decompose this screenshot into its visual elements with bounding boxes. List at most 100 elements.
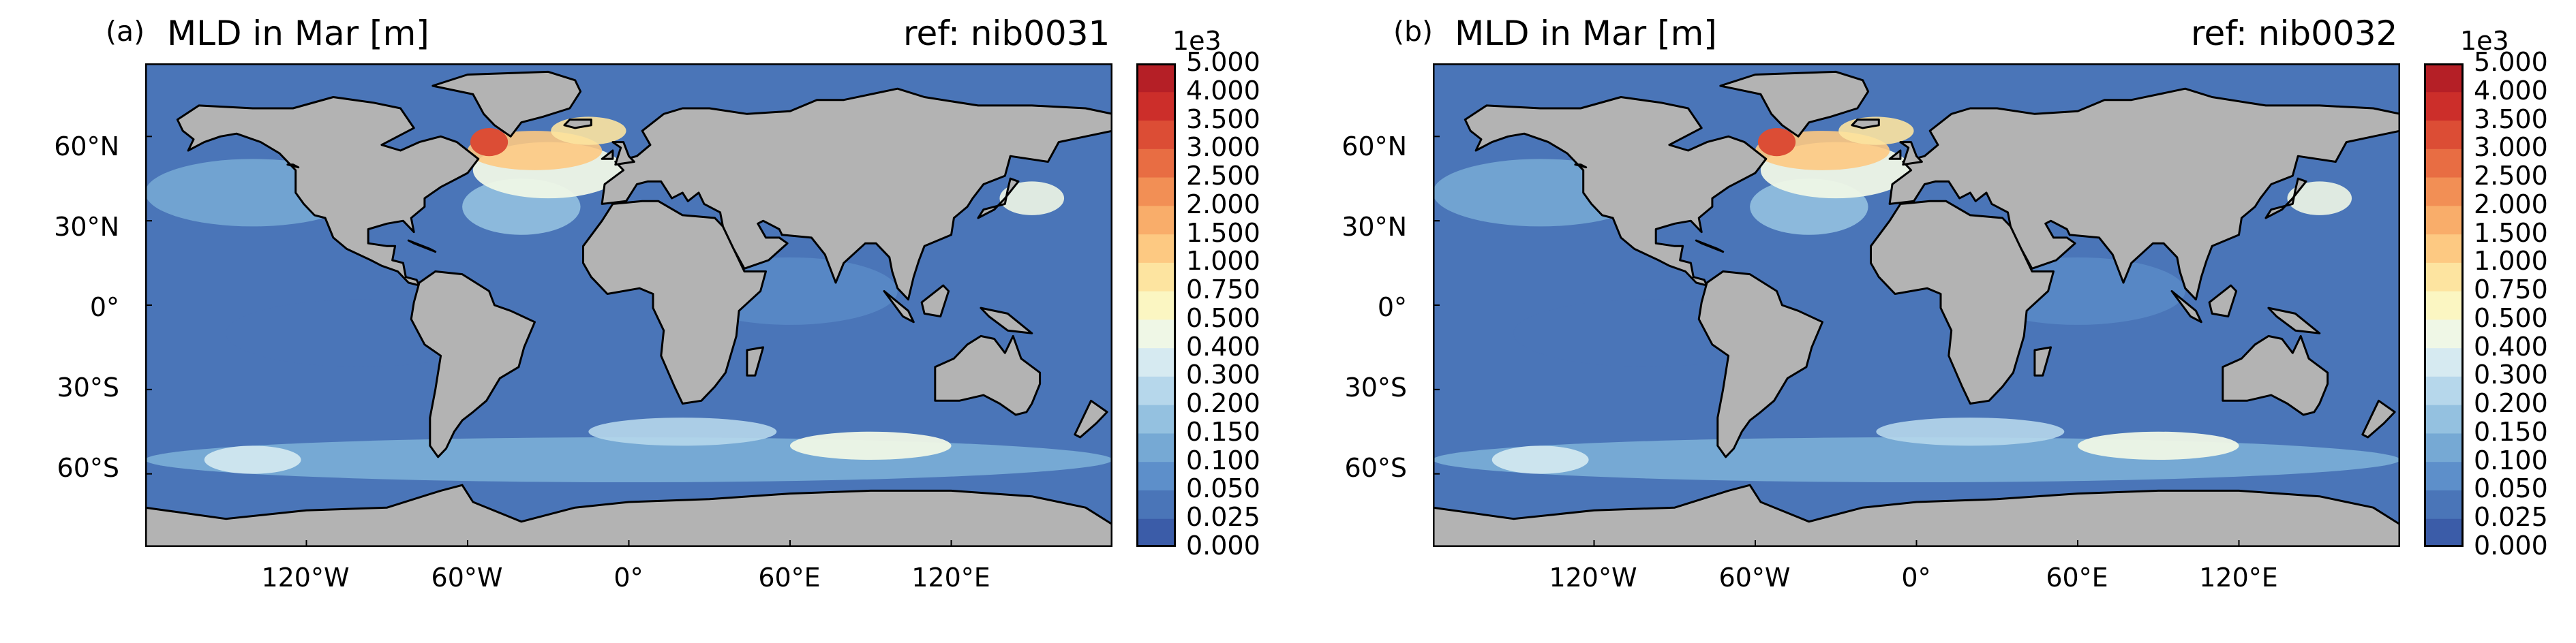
colorbar-tick-label: 4.000 [2474,75,2548,106]
colorbar-tick-label: 0.050 [1186,473,1260,504]
colorbar-band [1136,234,1176,263]
colorbar-tick-label: 3.500 [1186,104,1260,134]
colorbar-tick-label: 0.025 [1186,502,1260,533]
lat-label: 60°S [57,453,119,483]
colorbar-band [2424,433,2464,462]
colorbar-band [1136,319,1176,349]
colorbar-tick-label: 1.500 [1186,217,1260,248]
colorbar-band [2424,148,2464,178]
colorbar-tick-label: 2.000 [1186,189,1260,219]
colorbar-tick-label: 0.400 [2474,331,2548,362]
mld-contour-region [790,431,952,460]
mld-contour-region [588,418,777,446]
colorbar-tick-label: 2.500 [2474,161,2548,191]
land-mass [2033,346,2052,377]
land-mass [2267,307,2321,334]
land-mass [2361,399,2396,439]
colorbar-tick-label: 0.300 [1186,360,1260,390]
panel-ref: ref: nib0032 [2191,14,2398,53]
colorbar-band [2424,234,2464,263]
colorbar-tick-label: 0.200 [2474,388,2548,419]
lon-label: 120°E [2199,563,2278,593]
mld-contour-region [999,181,1065,215]
colorbar-tick-label: 0.500 [1186,302,1260,333]
land-mass [145,484,1112,547]
colorbar-tick-label: 3.000 [2474,132,2548,163]
lon-label: 60°E [758,563,821,593]
colorbar [1136,63,1176,548]
colorbar-band [1136,461,1176,490]
mld-contour-region [1757,127,1796,157]
lon-label: 120°W [261,563,350,593]
colorbar-band [2424,376,2464,405]
land-mass [934,334,1042,416]
colorbar-tick-label: 0.025 [2474,502,2548,533]
colorbar-band [2424,490,2464,519]
colorbar-band [1136,148,1176,178]
lat-label: 30°N [54,212,119,242]
colorbar-band [2424,291,2464,320]
colorbar-band [1136,262,1176,292]
mld-map [145,63,1112,547]
panel-b: (b) MLD in Mar [m] ref: nib0032 60°N 30°… [1288,0,2576,643]
lon-label: 60°E [2046,563,2108,593]
panel-ref: ref: nib0031 [903,14,1110,53]
land-mass [2264,177,2307,219]
colorbar-band [2424,347,2464,377]
panel-title: MLD in Mar [m] [167,14,429,53]
land-mass [1899,141,1923,166]
land-mass [746,346,765,377]
panel-title: MLD in Mar [m] [1455,14,1717,53]
colorbar-tick-label: 0.200 [1186,388,1260,419]
colorbar-tick-label: 3.500 [2474,104,2548,134]
colorbar-band [2424,120,2464,149]
lon-label: 60°W [1718,563,1791,593]
land-mass [1695,239,1725,253]
colorbar-gradient [2424,63,2464,548]
land-mass [1851,119,1880,129]
colorbar-band [2424,461,2464,490]
colorbar-tick-label: 5.000 [2474,47,2548,77]
colorbar-tick-label: 0.750 [2474,275,2548,305]
panel-label: (a) [106,15,145,48]
land-mass [611,141,635,166]
map-canvas [1433,63,2400,547]
land-mass [1433,484,2400,547]
colorbar-tick-label: 0.300 [2474,360,2548,390]
colorbar-band [2424,319,2464,349]
colorbar-exponent: 1e3 [2460,26,2509,56]
colorbar-tick-label: 0.400 [1186,331,1260,362]
lon-label: 120°W [1549,563,1637,593]
colorbar-band [2424,518,2464,548]
colorbar-tick-label: 2.000 [2474,189,2548,219]
map-canvas [145,63,1112,547]
mld-map [1433,63,2400,547]
mld-contour-region [2287,181,2352,215]
colorbar-band [1136,433,1176,462]
colorbar-band [1136,405,1176,434]
colorbar-exponent: 1e3 [1172,26,1222,56]
colorbar-band [1136,291,1176,320]
colorbar-band [1136,177,1176,206]
land-mass [883,289,915,324]
colorbar-tick-label: 0.150 [2474,416,2548,447]
lon-label: 120°E [911,563,990,593]
land-mass [1888,87,2400,301]
land-mass [1074,399,1108,439]
land-mass [431,70,582,138]
lat-label: 60°N [1342,131,1407,161]
colorbar-band [1136,490,1176,519]
land-mass [977,177,1020,219]
colorbar-gradient [1136,63,1176,548]
lon-label: 0° [613,563,643,593]
mld-contour-region [1491,445,1589,474]
land-mass [1888,149,1902,160]
lat-label: 30°S [57,373,119,403]
colorbar-tick-label: 0.150 [1186,416,1260,447]
colorbar-band [2424,262,2464,292]
land-mass [1870,200,2055,405]
colorbar-tick-label: 0.000 [2474,531,2548,561]
lat-label: 60°S [1344,453,1407,483]
colorbar-band [1136,91,1176,121]
colorbar-tick-label: 0.100 [1186,445,1260,475]
